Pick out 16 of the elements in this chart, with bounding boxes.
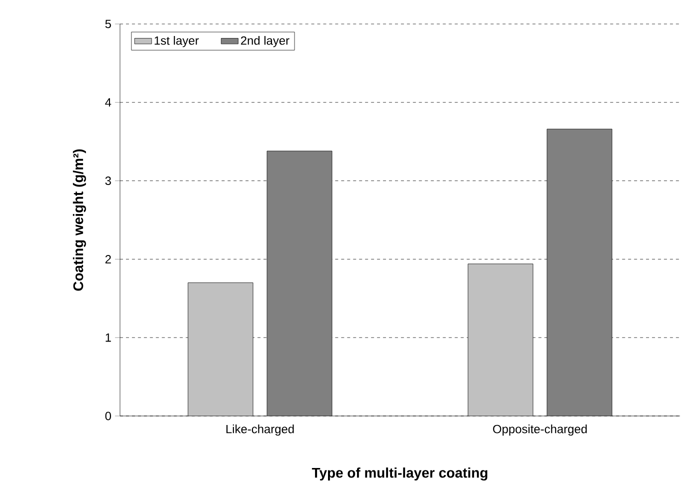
legend-label: 1st layer: [154, 36, 199, 48]
y-tick-label: 1: [106, 333, 111, 342]
y-tick-label: 2: [105, 255, 111, 264]
bar: [188, 282, 254, 416]
y-axis-title: Coating weight (g/m²): [72, 149, 86, 291]
y-tick-label: 4: [105, 98, 112, 107]
x-axis-title: Type of multi-layer coating: [312, 467, 488, 481]
x-tick-label: Opposite-charged: [493, 424, 587, 436]
bar: [468, 264, 534, 416]
bar: [267, 151, 332, 416]
y-tick-label: 0: [105, 412, 112, 420]
x-tick-label: Like-charged: [226, 424, 294, 436]
legend-label: 2nd layer: [240, 36, 290, 48]
bar: [546, 128, 612, 416]
y-tick-label: 5: [105, 20, 111, 28]
y-tick-label: 3: [105, 176, 111, 186]
